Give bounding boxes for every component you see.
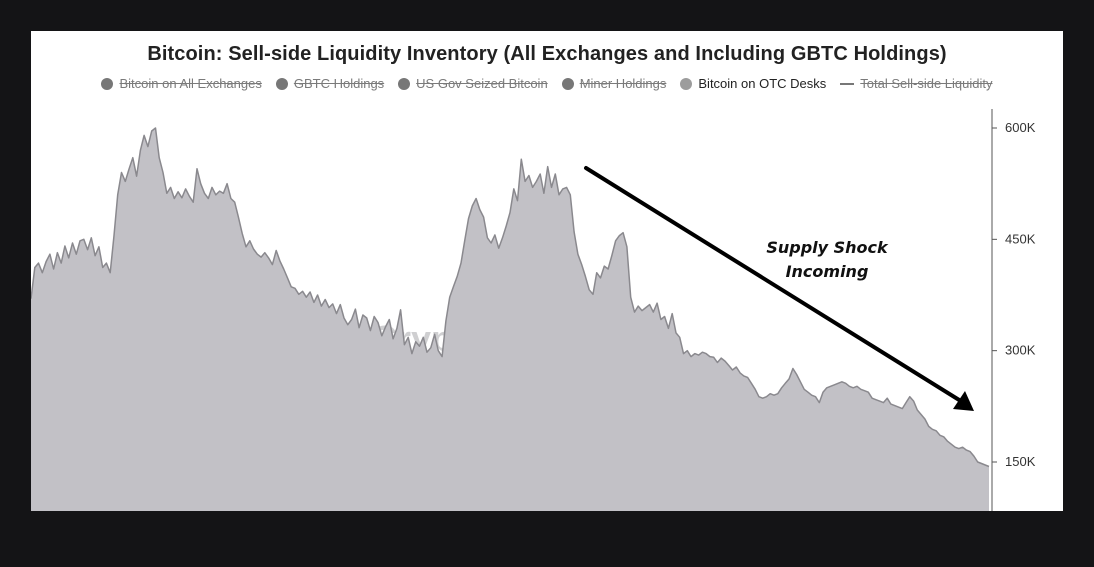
- legend-label: Miner Holdings: [579, 76, 667, 91]
- chart-title: Bitcoin: Sell-side Liquidity Inventory (…: [147, 43, 947, 65]
- legend-item-gbtc[interactable]: GBTC Holdings: [275, 76, 385, 91]
- y-axis-ticks: 600K 450K 300K 150K: [992, 120, 1036, 469]
- legend-item-miners[interactable]: Miner Holdings: [561, 76, 667, 91]
- legend-label: US Gov Seized Bitcoin: [416, 76, 548, 91]
- legend-dot-icon: [275, 77, 288, 90]
- legend-dot-icon: [398, 77, 411, 90]
- trend-arrow: [584, 166, 974, 411]
- legend-label: Total Sell-side Liquidity: [860, 76, 993, 91]
- legend-line-icon: [840, 82, 855, 85]
- legend-dot-icon: [101, 77, 114, 90]
- annotation-line-1: Supply Shock: [766, 238, 889, 257]
- otc-desks-area: [31, 128, 989, 511]
- y-tick-label: 450K: [1005, 231, 1036, 246]
- annotation-line-2: Incoming: [786, 262, 869, 281]
- legend-item-exchanges[interactable]: Bitcoin on All Exchanges: [101, 76, 262, 91]
- legend-item-us-gov[interactable]: US Gov Seized Bitcoin: [398, 76, 548, 91]
- legend-dot-icon: [680, 77, 693, 90]
- otc-desks-line: [31, 127, 990, 468]
- legend-dot-icon: [561, 77, 574, 90]
- legend-label: Bitcoin on All Exchanges: [119, 76, 262, 91]
- legend: Bitcoin on All Exchanges GBTC Holdings U…: [31, 76, 1063, 91]
- y-tick-label: 600K: [1005, 120, 1036, 135]
- legend-label: GBTC Holdings: [293, 76, 385, 91]
- y-tick-label: 300K: [1005, 343, 1036, 358]
- y-tick-label: 150K: [1005, 454, 1036, 469]
- legend-item-otc-desks[interactable]: Bitcoin on OTC Desks: [680, 76, 826, 91]
- legend-item-total[interactable]: Total Sell-side Liquidity: [840, 76, 993, 91]
- legend-label: Bitcoin on OTC Desks: [698, 76, 827, 91]
